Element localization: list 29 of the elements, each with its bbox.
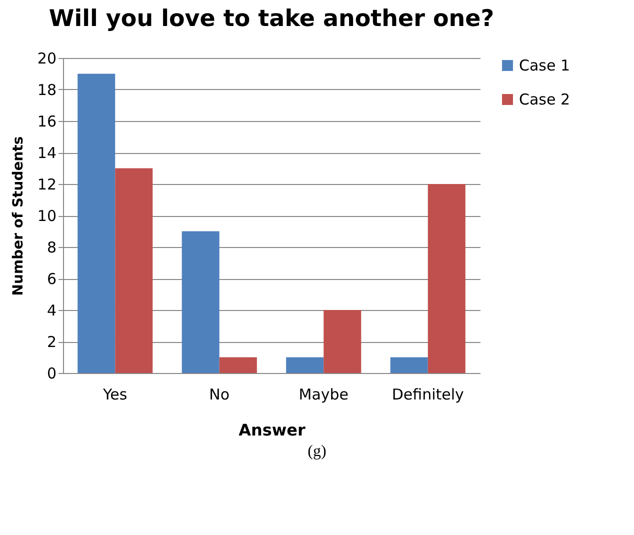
x-tick-label: No: [209, 386, 230, 404]
y-tick-label: 0: [46, 364, 56, 382]
bar: [286, 357, 324, 373]
y-tick-label: 8: [46, 238, 56, 256]
bar: [78, 74, 116, 373]
bar: [428, 184, 466, 373]
text: (g): [306, 443, 328, 461]
y-tick-label: 12: [37, 176, 56, 194]
y-axis-title: Number of Students: [10, 136, 26, 296]
bar: [115, 168, 153, 373]
legend-label: Case 1: [519, 56, 570, 74]
x-tick-label: Yes: [102, 386, 128, 404]
x-axis-title: Answer: [238, 420, 306, 440]
y-tick-label: 2: [46, 333, 56, 351]
y-tick-label: 4: [46, 302, 56, 320]
bar: [324, 310, 362, 373]
y-tick-label: 18: [37, 81, 56, 99]
y-tick-label: 16: [37, 112, 56, 130]
y-tick-label: 20: [37, 50, 56, 68]
bar: [390, 357, 428, 373]
bar: [182, 231, 220, 373]
y-tick-label: 14: [37, 144, 56, 162]
y-tick-label: 10: [37, 207, 56, 225]
chart-title: Will you love to take another one?: [48, 6, 494, 32]
legend-label: Case 2: [519, 90, 570, 108]
x-tick-label: Maybe: [298, 386, 349, 404]
bar: [219, 357, 257, 373]
y-tick-label: 6: [46, 270, 56, 288]
x-tick-label: Definitely: [392, 386, 464, 404]
